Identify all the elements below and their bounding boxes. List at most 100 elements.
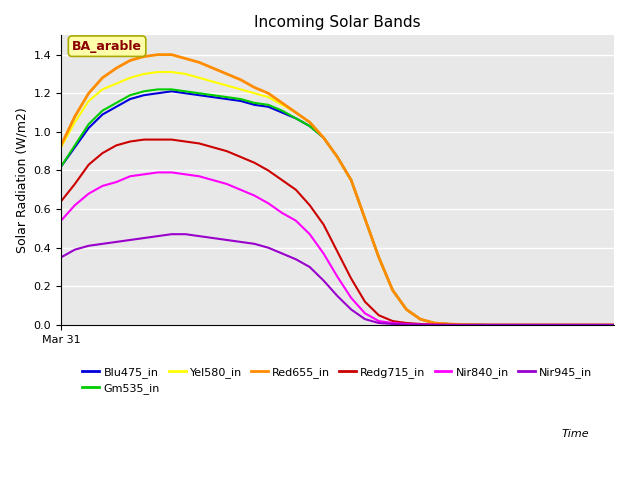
Gm535_in — [541, 322, 548, 328]
Yel580_in — [99, 86, 106, 92]
Yel580_in — [499, 322, 507, 328]
Red655_in — [375, 254, 383, 260]
Nir945_in — [320, 277, 328, 283]
Gm535_in — [375, 254, 383, 260]
Gm535_in — [388, 288, 396, 293]
Gm535_in — [85, 121, 93, 127]
Gm535_in — [292, 116, 300, 121]
Nir840_in — [251, 192, 259, 198]
Legend: Blu475_in, Gm535_in, Yel580_in, Red655_in, Redg715_in, Nir840_in, Nir945_in: Blu475_in, Gm535_in, Yel580_in, Red655_i… — [78, 362, 596, 398]
Nir945_in — [209, 235, 217, 241]
Red655_in — [555, 322, 563, 328]
Nir840_in — [361, 311, 369, 316]
Yel580_in — [195, 75, 203, 81]
Nir945_in — [375, 320, 383, 326]
Nir840_in — [168, 169, 175, 175]
Redg715_in — [168, 137, 175, 143]
Redg715_in — [223, 148, 230, 154]
Blu475_in — [99, 112, 106, 118]
Nir945_in — [403, 322, 410, 327]
Red655_in — [154, 52, 161, 58]
Gm535_in — [168, 86, 175, 92]
Yel580_in — [582, 322, 590, 328]
Redg715_in — [458, 322, 465, 328]
Nir840_in — [195, 173, 203, 179]
Red655_in — [237, 77, 244, 83]
Gm535_in — [251, 100, 259, 106]
Nir945_in — [306, 264, 314, 270]
Nir840_in — [417, 322, 424, 327]
Nir840_in — [99, 183, 106, 189]
Yel580_in — [306, 120, 314, 125]
Blu475_in — [403, 307, 410, 312]
Yel580_in — [458, 322, 465, 327]
Gm535_in — [361, 216, 369, 222]
Yel580_in — [154, 69, 161, 75]
Yel580_in — [472, 322, 479, 328]
Redg715_in — [237, 154, 244, 160]
Nir945_in — [582, 322, 590, 328]
Nir945_in — [596, 322, 604, 328]
Nir840_in — [306, 231, 314, 237]
Nir840_in — [140, 171, 148, 177]
Nir945_in — [113, 239, 120, 245]
Blu475_in — [513, 322, 521, 328]
Red655_in — [444, 321, 452, 327]
Nir945_in — [361, 316, 369, 322]
Nir945_in — [85, 243, 93, 249]
Redg715_in — [154, 137, 161, 143]
Nir945_in — [417, 322, 424, 328]
Yel580_in — [320, 135, 328, 141]
Nir840_in — [596, 322, 604, 328]
Nir840_in — [610, 322, 618, 328]
Blu475_in — [430, 320, 438, 326]
Yel580_in — [555, 322, 563, 328]
Blu475_in — [582, 322, 590, 328]
Nir945_in — [140, 235, 148, 241]
Redg715_in — [113, 143, 120, 148]
Blu475_in — [292, 116, 300, 121]
Nir945_in — [486, 322, 493, 328]
Line: Nir945_in: Nir945_in — [61, 234, 614, 325]
Gm535_in — [99, 108, 106, 113]
Gm535_in — [306, 123, 314, 129]
Nir840_in — [388, 320, 396, 326]
Blu475_in — [568, 322, 576, 328]
Nir840_in — [348, 295, 355, 301]
Redg715_in — [582, 322, 590, 328]
Blu475_in — [264, 104, 272, 109]
Blu475_in — [320, 135, 328, 141]
Yel580_in — [513, 322, 521, 328]
Nir945_in — [99, 241, 106, 247]
Blu475_in — [85, 125, 93, 131]
Nir840_in — [209, 177, 217, 183]
Red655_in — [388, 288, 396, 293]
Red655_in — [361, 216, 369, 222]
Nir945_in — [472, 322, 479, 328]
Yel580_in — [444, 321, 452, 327]
Gm535_in — [458, 322, 465, 327]
Nir945_in — [278, 251, 286, 256]
Gm535_in — [209, 92, 217, 98]
Yel580_in — [140, 71, 148, 77]
Gm535_in — [582, 322, 590, 328]
Gm535_in — [596, 322, 604, 328]
Redg715_in — [348, 276, 355, 281]
Redg715_in — [610, 322, 618, 328]
Blu475_in — [140, 92, 148, 98]
Red655_in — [458, 322, 465, 327]
Yel580_in — [361, 216, 369, 222]
Blu475_in — [306, 123, 314, 129]
Blu475_in — [126, 96, 134, 102]
Blu475_in — [57, 164, 65, 169]
Redg715_in — [71, 181, 79, 187]
Nir945_in — [71, 247, 79, 252]
Yel580_in — [388, 288, 396, 293]
Nir945_in — [458, 322, 465, 328]
Blu475_in — [251, 102, 259, 108]
Text: Time: Time — [561, 429, 589, 439]
Yel580_in — [375, 254, 383, 260]
Nir840_in — [403, 321, 410, 327]
Redg715_in — [444, 322, 452, 328]
Nir840_in — [292, 218, 300, 224]
